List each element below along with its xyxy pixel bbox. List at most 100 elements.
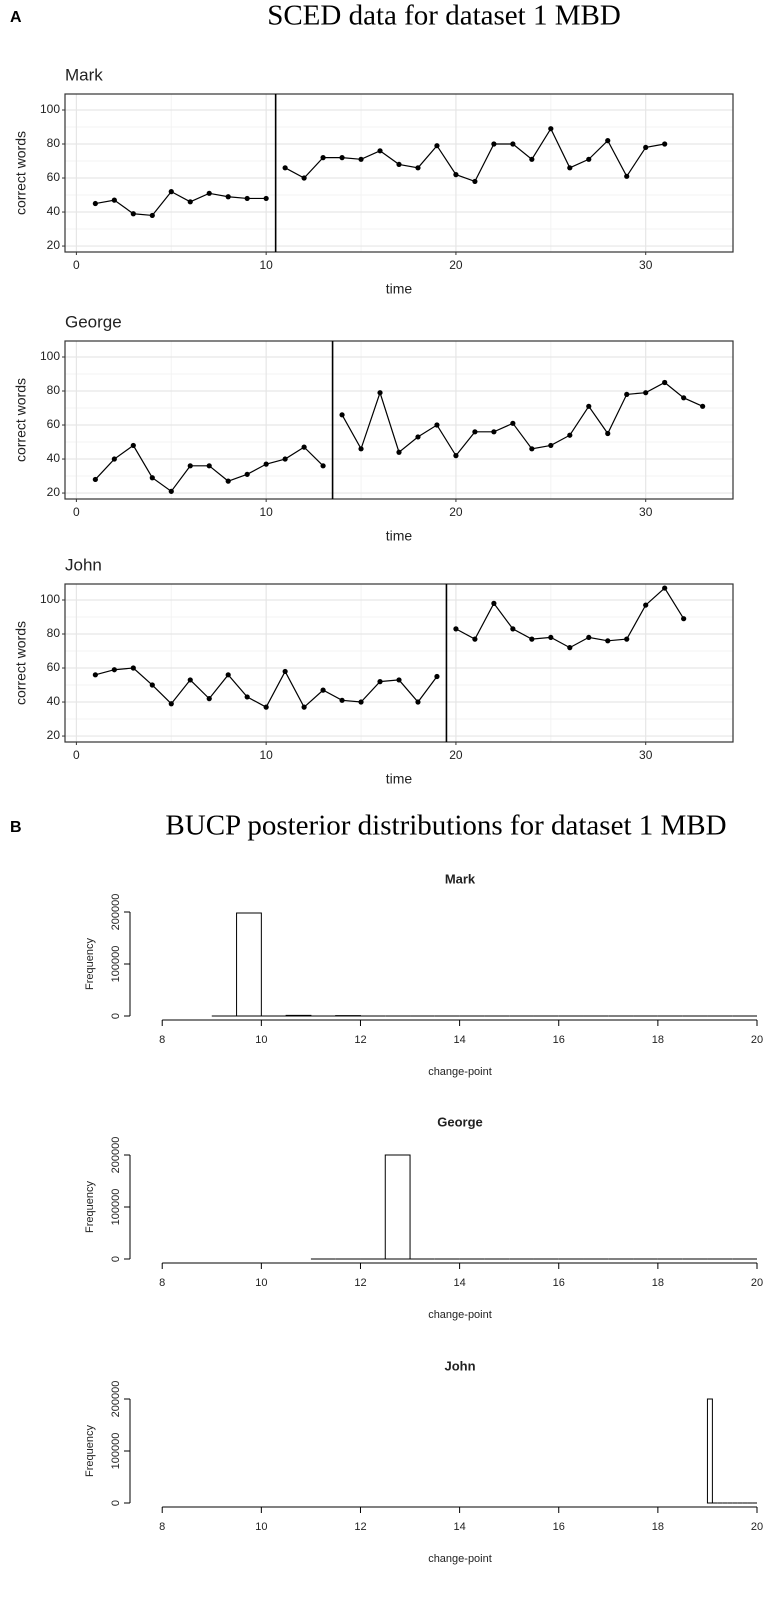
data-point bbox=[396, 161, 402, 168]
data-point bbox=[586, 156, 592, 162]
y-axis-label: Frequency bbox=[84, 1425, 96, 1477]
data-point bbox=[301, 704, 307, 710]
data-point bbox=[187, 199, 193, 205]
data-point bbox=[529, 636, 535, 642]
data-point bbox=[434, 673, 440, 680]
data-point bbox=[662, 141, 668, 147]
data-point bbox=[529, 446, 535, 452]
y-axis-label: Frequency bbox=[84, 1181, 96, 1233]
y-tick-label: 0 bbox=[110, 1256, 122, 1262]
x-tick-label: 14 bbox=[453, 1277, 465, 1289]
y-tick-label: 80 bbox=[47, 626, 61, 640]
x-tick-label: 20 bbox=[751, 1034, 763, 1046]
data-point bbox=[700, 403, 706, 409]
x-tick-label: 8 bbox=[159, 1521, 165, 1533]
data-point bbox=[605, 138, 611, 144]
y-tick-label: 60 bbox=[47, 660, 61, 674]
y-tick-label: 200000 bbox=[110, 1137, 122, 1174]
data-point bbox=[453, 453, 459, 459]
data-point bbox=[168, 488, 174, 494]
histogram-bar bbox=[706, 1398, 713, 1504]
data-point bbox=[168, 189, 174, 195]
data-point bbox=[548, 634, 554, 641]
histogram-bar bbox=[236, 912, 262, 1017]
data-point bbox=[472, 429, 478, 435]
data-point bbox=[377, 148, 383, 154]
plot-frame bbox=[64, 340, 734, 500]
data-point bbox=[415, 165, 421, 171]
data-point bbox=[244, 694, 250, 700]
y-tick-label: 20 bbox=[47, 238, 61, 252]
panel-title: BUCP posterior distributions for dataset… bbox=[165, 810, 726, 842]
chart-title: Mark bbox=[445, 871, 476, 886]
data-point bbox=[206, 696, 212, 702]
data-point bbox=[605, 638, 611, 644]
x-tick-label: 18 bbox=[652, 1277, 664, 1289]
data-point bbox=[92, 672, 98, 678]
x-tick-label: 0 bbox=[73, 748, 80, 762]
x-tick-label: 10 bbox=[259, 505, 273, 519]
data-point bbox=[282, 165, 288, 171]
data-point bbox=[643, 602, 649, 608]
x-axis-label: change-point bbox=[428, 1553, 492, 1565]
data-point bbox=[434, 422, 440, 428]
data-point bbox=[529, 156, 535, 162]
data-point bbox=[510, 626, 516, 632]
data-point bbox=[225, 672, 231, 678]
y-tick-label: 100000 bbox=[110, 946, 122, 983]
data-point bbox=[130, 442, 136, 449]
data-point bbox=[567, 432, 573, 438]
data-point bbox=[567, 165, 573, 171]
data-point bbox=[111, 456, 117, 462]
data-point bbox=[206, 463, 212, 469]
data-point bbox=[168, 701, 174, 707]
x-tick-label: 10 bbox=[255, 1277, 267, 1289]
data-point bbox=[567, 645, 573, 651]
plot-frame bbox=[64, 583, 734, 743]
data-point bbox=[244, 471, 250, 477]
data-point bbox=[130, 211, 136, 217]
x-tick-label: 20 bbox=[751, 1521, 763, 1533]
data-point bbox=[339, 155, 345, 161]
x-axis-label: time bbox=[386, 528, 413, 544]
data-point bbox=[662, 379, 668, 386]
data-point bbox=[415, 434, 421, 440]
x-tick-label: 30 bbox=[639, 748, 653, 762]
y-axis-label: correct words bbox=[13, 378, 29, 462]
x-tick-label: 18 bbox=[652, 1521, 664, 1533]
data-point bbox=[586, 634, 592, 641]
x-tick-label: 10 bbox=[259, 258, 273, 272]
x-tick-label: 16 bbox=[553, 1034, 565, 1046]
data-point bbox=[187, 463, 193, 469]
x-tick-label: 10 bbox=[255, 1521, 267, 1533]
data-point bbox=[149, 212, 155, 219]
x-tick-label: 18 bbox=[652, 1034, 664, 1046]
plot-frame bbox=[64, 93, 734, 253]
chart-title: John bbox=[65, 555, 102, 574]
x-tick-label: 14 bbox=[453, 1521, 465, 1533]
chart-title: George bbox=[437, 1114, 483, 1129]
x-tick-label: 8 bbox=[159, 1034, 165, 1046]
data-point bbox=[624, 173, 630, 179]
data-point bbox=[681, 616, 687, 622]
data-point bbox=[377, 390, 383, 396]
y-tick-label: 60 bbox=[47, 417, 61, 431]
data-point bbox=[149, 682, 155, 688]
y-tick-label: 20 bbox=[47, 485, 61, 499]
y-tick-label: 80 bbox=[47, 383, 61, 397]
y-tick-label: 100 bbox=[40, 592, 60, 606]
data-point bbox=[263, 195, 269, 202]
data-line bbox=[455, 587, 685, 649]
histogram-bar bbox=[384, 1154, 411, 1260]
x-axis-label: time bbox=[386, 281, 413, 297]
y-tick-label: 0 bbox=[110, 1500, 122, 1506]
panel-label: A bbox=[10, 9, 22, 26]
data-point bbox=[396, 449, 402, 455]
data-point bbox=[92, 200, 98, 207]
x-tick-label: 20 bbox=[449, 505, 463, 519]
data-point bbox=[263, 704, 269, 710]
data-point bbox=[111, 667, 117, 673]
y-tick-label: 200000 bbox=[110, 1381, 122, 1418]
x-tick-label: 0 bbox=[73, 258, 80, 272]
